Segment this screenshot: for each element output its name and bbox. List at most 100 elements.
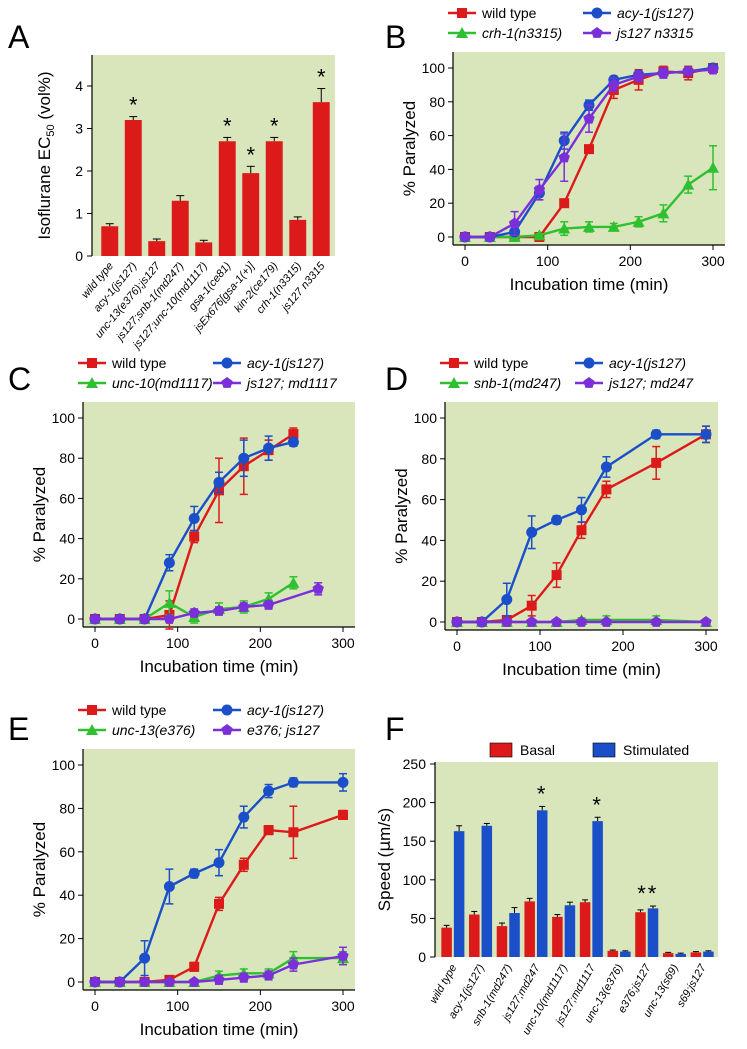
data-point [451,616,463,627]
legend-marker [457,8,467,18]
bar-stimulated [481,825,493,957]
data-point [188,976,200,987]
y-tick-label: 1 [75,206,83,222]
legend-label: snb-1(md247) [474,375,561,391]
data-point [700,616,712,627]
y-tick-label: 0 [67,611,75,627]
bar [148,241,166,256]
bar-basal [552,916,563,957]
data-point [650,616,662,627]
data-point [163,557,175,569]
y-tick-label: 100 [422,60,446,76]
data-point [601,484,612,495]
y-tick-label: 40 [421,532,437,548]
bar-basal [441,927,452,957]
data-point [476,616,488,627]
data-point [607,220,620,232]
bar-stimulated [509,912,520,957]
y-tick-label: 20 [59,931,75,947]
data-point [213,476,225,488]
data-point [600,616,613,627]
y-tick-label: 60 [59,490,75,506]
data-point [238,859,249,870]
bar-stimulated [536,810,548,957]
legend-label: wild type [473,355,529,371]
data-point [138,976,151,987]
panel-C: C 0 20 40 60 80 100 0 100 200 300 Incubation time (… [8,355,355,676]
legend-swatch [489,742,513,758]
y-tick-label: 20 [421,573,437,589]
series-js127-md1117 [89,582,324,624]
y-axis-label-unit: (vol%) [35,71,54,124]
panel-label: B [385,19,406,55]
y-tick-label: 150 [403,833,427,849]
x-tick-label: 100 [536,253,560,269]
y-tick-label: 0 [418,949,426,965]
data-point [238,811,250,823]
bar-basal [607,950,619,957]
data-point [189,961,200,972]
legend-label: acy-1(js127) [617,5,694,21]
legend-marker [221,724,233,735]
data-point [707,161,719,173]
data-point [651,457,662,468]
y-axis-label-mu: μ [375,841,395,852]
y-tick-label: 0 [429,614,437,630]
x-tick-label: 0 [91,998,99,1014]
bar [171,200,189,256]
data-point [526,526,538,538]
y-axis-label-unit: m/s) [375,808,394,841]
data-point [707,63,719,75]
legend-label: wild type [111,355,167,371]
data-point [188,868,200,879]
data-point [262,598,275,610]
bar-basal [469,914,480,957]
data-point [526,616,538,627]
data-point [238,452,250,464]
y-tick-label: 60 [59,844,75,860]
data-point [682,65,694,77]
legend: wild type snb-1(md247) acy-1(js127) js127; … [440,355,694,391]
significance-mark: * [129,93,138,118]
y-tick-label: 80 [421,451,437,467]
data-point [608,78,620,90]
bar-basal [524,901,535,957]
legend-label: Stimulated [623,742,689,758]
legend-marker [86,377,98,388]
y-axis-label: Isoflurane EC50 (vol%) [35,71,57,239]
legend-swatch [592,742,616,758]
bar-basal [690,952,702,957]
series-line [95,781,343,984]
data-point [263,825,274,836]
data-point [312,582,324,594]
data-point [213,857,225,869]
legend-marker [591,7,603,19]
data-point [287,576,300,588]
data-point [558,222,571,234]
data-point [287,958,300,970]
legend-marker [87,705,97,715]
y-axis-label-main: Speed ( [375,851,394,911]
x-tick-label: 0 [461,253,469,269]
data-point [163,596,176,608]
series-js127-md247 [451,616,712,627]
data-point [337,776,349,788]
panel-label: F [385,711,405,747]
significance-mark: * [592,792,601,817]
data-point [584,144,594,155]
data-point [114,613,126,624]
y-tick-label: 0 [67,974,75,990]
y-tick-label: 20 [429,195,445,211]
bar-stimulated [647,908,659,957]
significance-mark: * [537,781,546,806]
data-point [551,570,562,581]
legend-marker [591,27,603,38]
y-tick-label: 80 [429,94,445,110]
legend: wild type unc-10(md1117) acy-1(js127) js127… [78,355,338,391]
data-point [650,428,662,440]
y-tick-label: 100 [52,757,76,773]
x-tick-label: 100 [528,638,552,654]
data-point [632,70,645,82]
bar-basal [496,926,508,957]
